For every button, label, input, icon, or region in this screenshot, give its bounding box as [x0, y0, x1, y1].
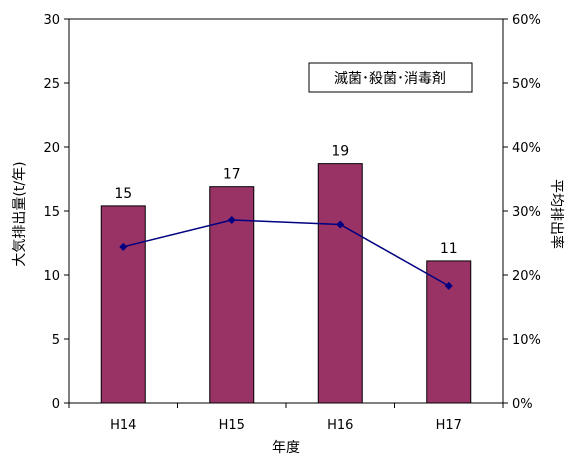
x-tick-label-H16: H16 [327, 418, 353, 433]
axes-layer: 0 5 10 15 20 25 30 0% 10% 20% 30% 40% 50% 60% H14 H15 H1… [43, 13, 540, 433]
y2-tick-label: 20% [512, 269, 541, 284]
rate-point-H16 [336, 220, 345, 229]
y2-tick-label: 60% [512, 13, 541, 28]
y-tick-label: 10 [43, 269, 60, 284]
y2-axis-title: 平均排出率 [548, 179, 565, 249]
y2-tick-label: 50% [512, 77, 541, 92]
data-label-H14: 15 [114, 186, 132, 202]
bar-H16 [317, 163, 363, 404]
legend-frame [308, 62, 473, 93]
x-tick-label-H14: H14 [110, 418, 136, 433]
y-tick-label: 5 [52, 333, 60, 348]
line-layer [119, 215, 453, 290]
data-label-H15: 17 [223, 167, 241, 183]
data-label-H17: 11 [440, 241, 458, 257]
y-tick-label: 0 [52, 397, 60, 412]
y-tick-label: 25 [43, 77, 60, 92]
x-tick-label-H15: H15 [219, 418, 245, 433]
data-label-H16: 19 [331, 144, 349, 160]
y-tick-label: 20 [43, 141, 60, 156]
y2-tick-label: 10% [512, 333, 541, 348]
y-tick-label: 15 [43, 205, 60, 220]
y-axis-title: 大気排出量(t/年) [12, 161, 28, 266]
bar-H14 [100, 205, 146, 404]
bars-layer: 15 17 19 11 [100, 144, 472, 404]
legend-text: 滅菌･殺菌･消毒剤 [334, 71, 446, 87]
y2-tick-label: 0% [512, 397, 533, 412]
y2-tick-label: 30% [512, 205, 541, 220]
rate-point-H15 [227, 215, 236, 224]
x-axis-title: 年度 [272, 440, 300, 456]
rate-line [123, 219, 450, 287]
y-tick-label: 30 [43, 13, 60, 28]
rate-point-H14 [119, 242, 128, 251]
x-tick-label-H17: H17 [436, 418, 462, 433]
y2-tick-label: 40% [512, 141, 541, 156]
legend-box: 滅菌･殺菌･消毒剤 [308, 62, 473, 93]
rate-point-H17 [444, 281, 453, 290]
